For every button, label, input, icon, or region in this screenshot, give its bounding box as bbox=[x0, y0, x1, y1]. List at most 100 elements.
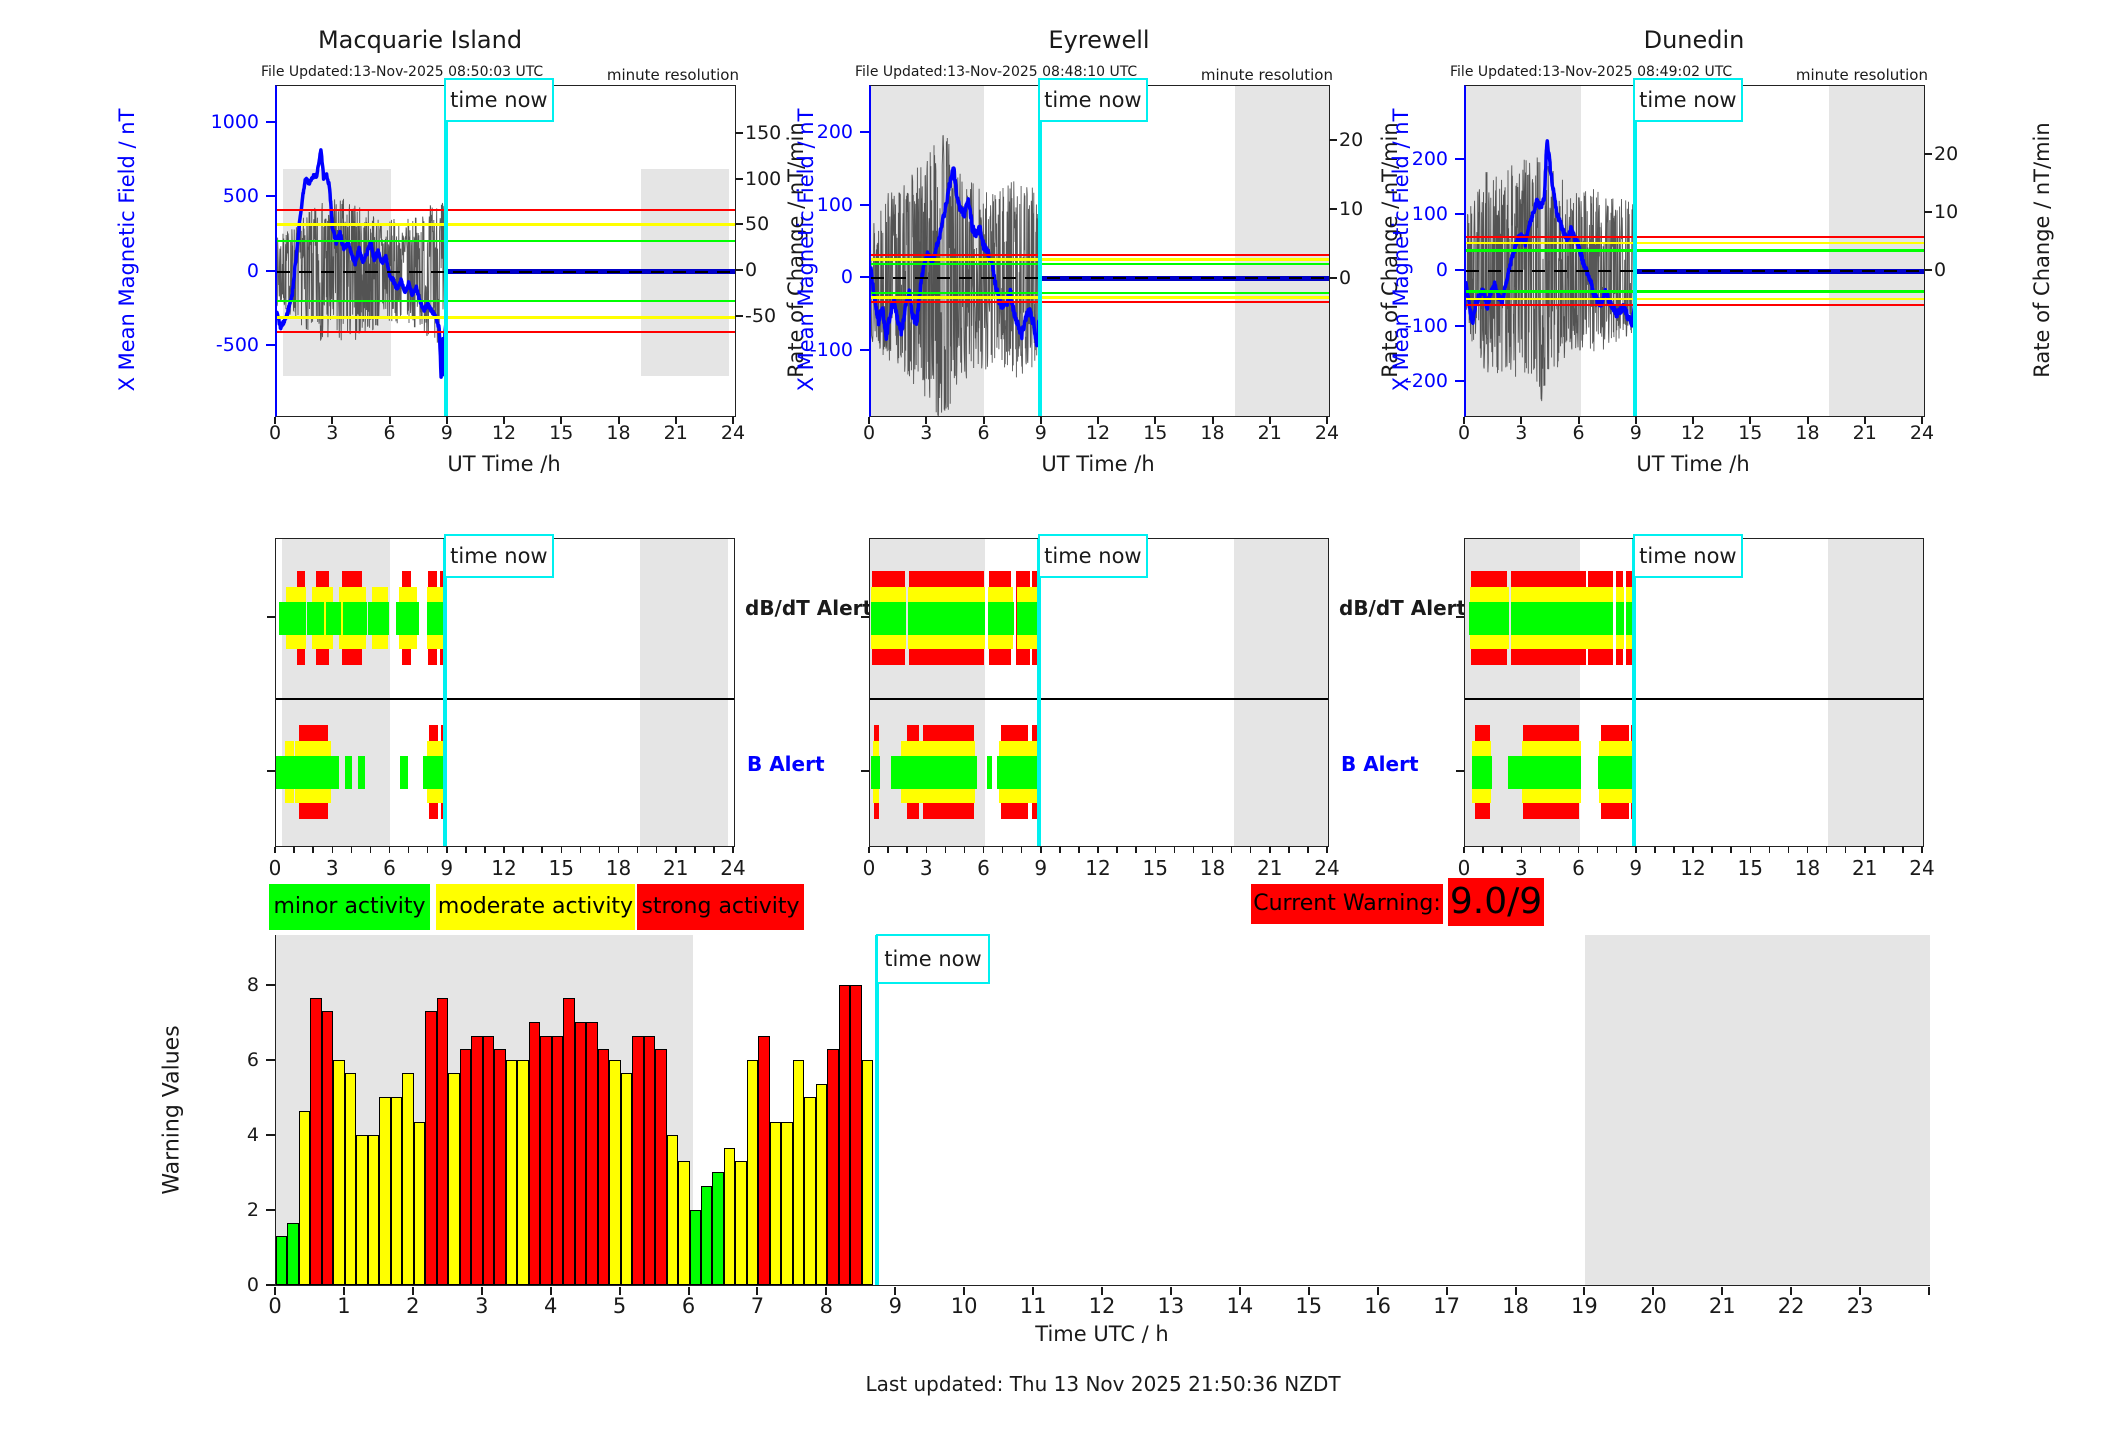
alert-segment-green bbox=[367, 601, 389, 635]
warning-values-ylabel: Warning Values bbox=[159, 1025, 185, 1195]
warning-x-tick-label: 9 bbox=[888, 1294, 902, 1318]
alert-segment-green bbox=[987, 755, 993, 789]
warning-x-tick-mark bbox=[1652, 1287, 1655, 1295]
warning-x-tick-label: 10 bbox=[950, 1294, 978, 1318]
alert-x-tick-mark bbox=[1654, 847, 1656, 853]
alert-x-tick-mark bbox=[1040, 847, 1042, 853]
x-tick-label: 15 bbox=[1143, 422, 1168, 444]
alert-x-tick-mark bbox=[1825, 847, 1828, 853]
warning-x-tick-label: 0 bbox=[268, 1294, 282, 1318]
threshold-line bbox=[871, 262, 1329, 266]
warning-bar bbox=[574, 1022, 587, 1285]
warning-x-tick-label: 22 bbox=[1777, 1294, 1805, 1318]
x-tick-label: 18 bbox=[1200, 422, 1225, 444]
threshold-line bbox=[1466, 297, 1924, 301]
x-tick-label: 0 bbox=[1457, 422, 1471, 444]
warning-y-tick-label: 2 bbox=[246, 1198, 259, 1221]
x-tick-mark bbox=[982, 417, 985, 424]
warning-x-tick-label: 2 bbox=[406, 1294, 420, 1318]
x-tick-mark bbox=[1921, 417, 1923, 424]
left-tick-mark bbox=[266, 269, 275, 272]
alert-segment-green bbox=[422, 755, 445, 789]
alert-x-tick-mark bbox=[1078, 847, 1080, 853]
warning-x-tick-label: 14 bbox=[1226, 1294, 1254, 1318]
warning-bar bbox=[448, 1073, 460, 1285]
warning-bar bbox=[436, 998, 449, 1285]
warning-bar bbox=[746, 1059, 759, 1285]
time-now-line bbox=[1037, 86, 1042, 416]
legend-strong-activity: strong activity bbox=[637, 884, 804, 930]
warning-y-tick-mark bbox=[266, 1208, 275, 1211]
alert-x-tick-mark bbox=[503, 847, 505, 853]
left-tick-label: 200 bbox=[816, 121, 853, 144]
x-tick-mark bbox=[674, 417, 677, 424]
warning-bar bbox=[287, 1223, 299, 1285]
alert-segment-green bbox=[358, 755, 365, 789]
alert-segment-green bbox=[1016, 601, 1039, 635]
alert-x-tick-mark bbox=[963, 847, 966, 853]
zero-dashed-line bbox=[1466, 270, 1924, 272]
alert-x-tick-label: 21 bbox=[1257, 856, 1283, 880]
time-now-line bbox=[443, 539, 447, 846]
warning-y-tick-label: 0 bbox=[246, 1274, 259, 1296]
warning-bar bbox=[413, 1121, 426, 1285]
warning-x-tick-mark bbox=[894, 1287, 897, 1295]
alert-x-tick-label: 24 bbox=[720, 856, 746, 880]
alert-segment-green bbox=[890, 755, 977, 789]
warning-bar bbox=[838, 984, 851, 1285]
alert-x-tick-mark bbox=[1135, 847, 1137, 853]
right-tick-label: 20 bbox=[1934, 143, 1959, 166]
warning-bar bbox=[482, 1035, 495, 1285]
alert-x-tick-label: 15 bbox=[1142, 856, 1168, 880]
dbdt-alert-label: dB/dT Alert bbox=[1339, 596, 1467, 620]
threshold-line bbox=[1466, 235, 1924, 239]
magnetic-field-series bbox=[871, 135, 1042, 416]
night-band bbox=[640, 539, 729, 846]
alert-x-tick-mark bbox=[925, 847, 927, 853]
warning-bar bbox=[505, 1059, 518, 1285]
alert-strip-tick bbox=[861, 616, 869, 618]
time-now-line bbox=[1632, 86, 1637, 416]
x-tick-mark bbox=[445, 417, 448, 424]
warning-bar bbox=[321, 1011, 334, 1285]
warning-bar bbox=[632, 1035, 644, 1285]
x-tick-label: 24 bbox=[1909, 422, 1935, 444]
alert-x-tick-mark bbox=[868, 847, 870, 853]
time-now-line bbox=[443, 86, 448, 416]
threshold-line bbox=[277, 239, 735, 243]
left-tick-mark bbox=[266, 121, 275, 124]
night-band bbox=[1234, 539, 1328, 846]
x-tick-mark bbox=[732, 417, 734, 424]
warning-y-tick-mark bbox=[266, 1284, 275, 1286]
alert-divider bbox=[870, 698, 1328, 700]
warning-x-tick-label: 8 bbox=[819, 1294, 834, 1318]
x-tick-mark bbox=[1806, 417, 1809, 424]
alert-x-tick-label: 15 bbox=[548, 856, 574, 880]
zero-dashed-line bbox=[277, 270, 735, 273]
station-title: Dunedin bbox=[1643, 26, 1745, 54]
alert-x-tick-mark bbox=[560, 847, 562, 853]
warning-bar bbox=[723, 1148, 736, 1285]
alert-x-tick-mark bbox=[407, 847, 410, 853]
warning-x-tick-label: 17 bbox=[1433, 1294, 1460, 1318]
alert-x-tick-mark bbox=[579, 847, 582, 853]
file-updated-text: File Updated:13-Nov-2025 08:48:10 UTC bbox=[855, 64, 1138, 80]
left-tick-label: 200 bbox=[1411, 147, 1448, 170]
alert-segment-green bbox=[996, 755, 1039, 789]
warning-bar bbox=[517, 1059, 529, 1285]
threshold-line bbox=[277, 316, 735, 319]
warning-bar bbox=[666, 1134, 679, 1285]
warning-bar bbox=[689, 1209, 701, 1285]
warning-x-tick-label: 13 bbox=[1157, 1294, 1185, 1318]
left-tick-label: 100 bbox=[816, 193, 853, 216]
night-band bbox=[1235, 86, 1329, 416]
alert-x-tick-mark bbox=[1749, 847, 1751, 853]
alert-x-tick-label: 12 bbox=[491, 856, 517, 880]
alert-x-tick-mark bbox=[1577, 847, 1580, 853]
x-tick-mark bbox=[560, 417, 563, 424]
warning-x-tick-label: 15 bbox=[1295, 1294, 1323, 1318]
alert-x-tick-mark bbox=[1864, 847, 1866, 853]
alert-x-tick-mark bbox=[617, 847, 620, 853]
alert-panel bbox=[275, 538, 735, 847]
